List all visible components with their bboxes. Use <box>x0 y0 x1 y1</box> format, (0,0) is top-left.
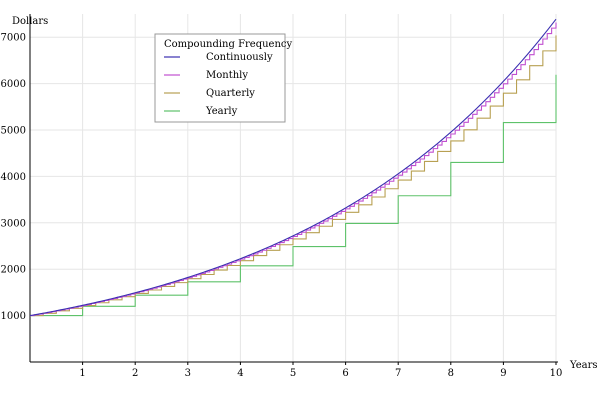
legend-label: Yearly <box>205 106 238 117</box>
legend-label: Quarterly <box>206 88 255 99</box>
x-tick-label: 9 <box>500 368 506 379</box>
series-group <box>29 18 557 317</box>
axes <box>29 14 558 365</box>
x-tick-label: 3 <box>185 368 191 379</box>
y-tick-label: 5000 <box>1 126 26 137</box>
series-yearly <box>30 74 557 317</box>
y-tick-label: 4000 <box>1 172 26 183</box>
y-tick-label: 6000 <box>1 79 26 90</box>
legend-label: Continuously <box>206 52 273 63</box>
x-tick-label: 5 <box>290 368 296 379</box>
legend-box <box>154 33 286 123</box>
legend: Compounding Frequency Continuously Monthl… <box>154 33 293 123</box>
x-tick-label: 4 <box>237 368 243 379</box>
x-tick-label: 7 <box>395 368 401 379</box>
y-tick-label: 2000 <box>1 265 26 276</box>
y-tick-label: 3000 <box>1 218 26 229</box>
grid <box>30 14 557 362</box>
y-tick-label: 7000 <box>1 33 26 44</box>
x-tick-label: 6 <box>342 368 348 379</box>
legend-items: Continuously Monthly Quarterly Yearly <box>164 52 273 117</box>
y-tick-label: 1000 <box>1 311 26 322</box>
legend-label: Monthly <box>206 70 248 81</box>
tick-labels: 1000 2000 3000 4000 5000 6000 7000 1 2 3 4 5 6 7 8 9 10 <box>1 33 563 379</box>
x-axis-title: Years <box>569 360 598 371</box>
legend-title: Compounding Frequency <box>164 39 293 50</box>
x-tick-label: 2 <box>132 368 138 379</box>
x-tick-label: 8 <box>448 368 454 379</box>
x-tick-label: 1 <box>79 368 85 379</box>
series-continuously <box>29 18 557 317</box>
x-tick-label: 10 <box>550 368 563 379</box>
y-axis-title: Dollars <box>12 16 48 27</box>
